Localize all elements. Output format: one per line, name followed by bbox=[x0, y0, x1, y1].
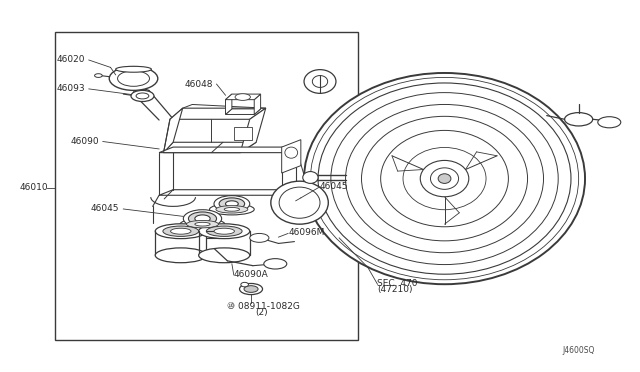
Text: 46096M: 46096M bbox=[288, 228, 324, 237]
Ellipse shape bbox=[198, 248, 250, 263]
Ellipse shape bbox=[438, 174, 451, 183]
Polygon shape bbox=[170, 108, 266, 119]
Polygon shape bbox=[164, 108, 182, 153]
Text: 46093: 46093 bbox=[57, 84, 86, 93]
Text: (47210): (47210) bbox=[378, 285, 413, 294]
Ellipse shape bbox=[420, 160, 468, 197]
Ellipse shape bbox=[279, 187, 320, 218]
Ellipse shape bbox=[198, 224, 250, 238]
Ellipse shape bbox=[381, 131, 508, 227]
Ellipse shape bbox=[235, 94, 250, 100]
Circle shape bbox=[241, 282, 248, 287]
Ellipse shape bbox=[303, 171, 318, 183]
Bar bbox=[55, 32, 358, 340]
Polygon shape bbox=[254, 94, 260, 115]
Ellipse shape bbox=[95, 74, 102, 77]
Ellipse shape bbox=[195, 215, 210, 222]
Text: ⑩ 08911-1082G: ⑩ 08911-1082G bbox=[227, 302, 300, 311]
Text: 46090A: 46090A bbox=[234, 270, 269, 279]
Polygon shape bbox=[225, 94, 232, 115]
Ellipse shape bbox=[250, 234, 269, 242]
Ellipse shape bbox=[564, 113, 593, 126]
Ellipse shape bbox=[224, 208, 239, 211]
Text: 46048: 46048 bbox=[184, 80, 213, 89]
Ellipse shape bbox=[403, 147, 486, 210]
Polygon shape bbox=[225, 94, 260, 100]
Ellipse shape bbox=[209, 204, 254, 215]
Text: 46045: 46045 bbox=[90, 205, 118, 214]
Ellipse shape bbox=[271, 181, 328, 224]
Ellipse shape bbox=[304, 73, 585, 284]
Ellipse shape bbox=[214, 196, 250, 212]
Polygon shape bbox=[164, 142, 256, 153]
Ellipse shape bbox=[219, 198, 244, 210]
Ellipse shape bbox=[116, 66, 152, 72]
Ellipse shape bbox=[118, 71, 150, 86]
Ellipse shape bbox=[598, 117, 621, 128]
Polygon shape bbox=[159, 190, 296, 195]
Ellipse shape bbox=[136, 93, 149, 99]
Text: 46010: 46010 bbox=[20, 183, 49, 192]
Text: 46090: 46090 bbox=[71, 137, 100, 146]
Ellipse shape bbox=[431, 168, 459, 189]
Ellipse shape bbox=[225, 201, 238, 207]
Ellipse shape bbox=[206, 226, 242, 236]
Ellipse shape bbox=[264, 259, 287, 269]
Ellipse shape bbox=[188, 212, 216, 225]
Ellipse shape bbox=[214, 228, 234, 234]
Ellipse shape bbox=[156, 248, 206, 263]
Ellipse shape bbox=[285, 147, 298, 158]
Ellipse shape bbox=[244, 286, 258, 292]
Text: (2): (2) bbox=[255, 308, 268, 317]
Ellipse shape bbox=[156, 224, 206, 238]
Text: J4600SQ: J4600SQ bbox=[563, 346, 595, 355]
Polygon shape bbox=[159, 147, 296, 153]
Ellipse shape bbox=[239, 283, 262, 295]
Text: 46020: 46020 bbox=[57, 55, 85, 64]
Ellipse shape bbox=[331, 93, 558, 264]
Polygon shape bbox=[282, 140, 301, 173]
Ellipse shape bbox=[183, 210, 221, 228]
Ellipse shape bbox=[131, 90, 154, 102]
Ellipse shape bbox=[186, 221, 218, 228]
Text: SEC. 470: SEC. 470 bbox=[378, 279, 418, 288]
Ellipse shape bbox=[362, 116, 527, 241]
Polygon shape bbox=[240, 108, 266, 153]
Ellipse shape bbox=[134, 89, 150, 96]
Polygon shape bbox=[225, 109, 260, 115]
Bar bbox=[234, 127, 252, 140]
Ellipse shape bbox=[180, 219, 225, 230]
Ellipse shape bbox=[346, 105, 543, 253]
Ellipse shape bbox=[163, 226, 198, 236]
Ellipse shape bbox=[216, 206, 248, 213]
Text: 46045: 46045 bbox=[320, 182, 349, 190]
Ellipse shape bbox=[310, 77, 579, 280]
Ellipse shape bbox=[171, 228, 191, 234]
Ellipse shape bbox=[195, 222, 210, 226]
Ellipse shape bbox=[318, 83, 571, 274]
Ellipse shape bbox=[109, 67, 158, 90]
